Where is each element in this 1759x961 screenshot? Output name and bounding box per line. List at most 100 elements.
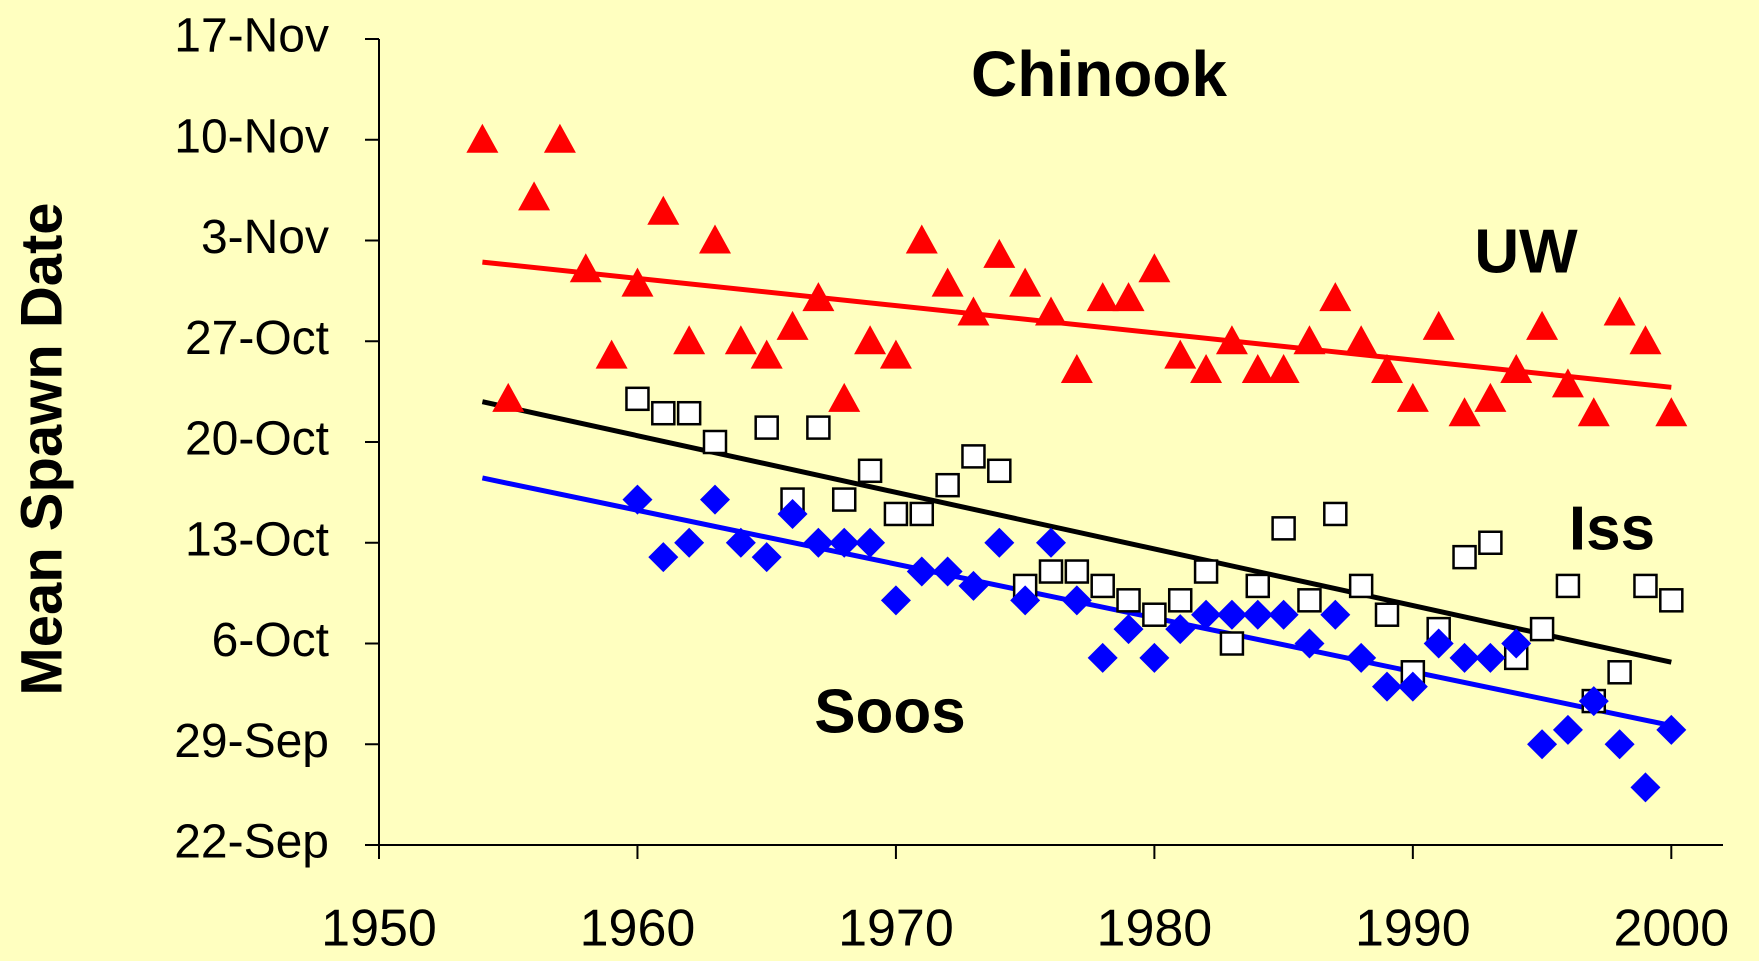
point bbox=[1036, 527, 1066, 558]
point bbox=[1245, 573, 1271, 599]
point bbox=[492, 382, 525, 412]
y-tick-label: 29-Sep bbox=[174, 715, 329, 768]
point bbox=[1374, 602, 1400, 627]
point bbox=[647, 195, 680, 225]
point bbox=[1475, 642, 1506, 673]
point bbox=[879, 339, 912, 369]
point bbox=[466, 123, 499, 153]
point bbox=[1603, 296, 1636, 326]
point bbox=[750, 339, 783, 369]
x-tick-label: 1950 bbox=[321, 900, 437, 958]
point bbox=[906, 556, 937, 587]
y-tick-label: 13-Oct bbox=[185, 513, 329, 566]
point bbox=[518, 181, 551, 211]
point bbox=[1061, 585, 1092, 616]
point bbox=[1293, 325, 1326, 355]
point bbox=[1294, 628, 1325, 659]
point bbox=[754, 415, 779, 440]
trend-line bbox=[482, 259, 1672, 390]
x-tick-label: 1990 bbox=[1355, 900, 1471, 958]
point bbox=[1297, 588, 1322, 613]
point bbox=[1193, 559, 1219, 584]
point bbox=[984, 527, 1015, 558]
point bbox=[1320, 599, 1351, 630]
y-tick-label: 20-Oct bbox=[185, 413, 329, 466]
point bbox=[831, 487, 857, 512]
point bbox=[1448, 397, 1481, 427]
point bbox=[1164, 339, 1197, 369]
point bbox=[1191, 599, 1222, 630]
point bbox=[1422, 310, 1455, 340]
point bbox=[1035, 296, 1067, 326]
point bbox=[1190, 354, 1223, 384]
point bbox=[699, 224, 731, 254]
point bbox=[1165, 614, 1196, 645]
x-tick-label: 1980 bbox=[1097, 900, 1213, 958]
point bbox=[1241, 354, 1274, 384]
point bbox=[1009, 267, 1042, 297]
point bbox=[621, 267, 654, 297]
point bbox=[1449, 642, 1480, 673]
point bbox=[1630, 772, 1661, 803]
point bbox=[1219, 631, 1245, 656]
x-tick-label: 2000 bbox=[1613, 900, 1729, 958]
series-annotation: Soos bbox=[814, 677, 966, 746]
point bbox=[1474, 382, 1507, 412]
point bbox=[1529, 616, 1555, 642]
point bbox=[857, 458, 883, 484]
point bbox=[673, 325, 706, 355]
point bbox=[1167, 588, 1193, 613]
point bbox=[1215, 325, 1248, 355]
point bbox=[961, 444, 986, 469]
point bbox=[806, 415, 831, 440]
point bbox=[1423, 628, 1454, 659]
trend-line bbox=[481, 399, 1672, 665]
point bbox=[543, 123, 576, 153]
point bbox=[957, 296, 990, 326]
point bbox=[905, 224, 938, 254]
point bbox=[1060, 354, 1093, 384]
point bbox=[1629, 325, 1662, 355]
point bbox=[932, 556, 963, 587]
point bbox=[1010, 585, 1041, 616]
point bbox=[1345, 325, 1378, 355]
y-axis-label: Mean Spawn Date bbox=[9, 202, 74, 695]
y-tick-label: 17-Nov bbox=[174, 10, 329, 63]
point bbox=[958, 570, 989, 601]
point bbox=[622, 484, 653, 515]
series-annotation: UW bbox=[1474, 217, 1578, 286]
x-tick-label: 1970 bbox=[838, 900, 954, 958]
point bbox=[1216, 599, 1247, 630]
point bbox=[909, 501, 935, 527]
point bbox=[674, 527, 705, 558]
point bbox=[983, 238, 1016, 268]
point bbox=[1578, 686, 1609, 717]
point bbox=[1552, 714, 1583, 745]
point bbox=[1604, 729, 1635, 760]
series-annotation: Iss bbox=[1569, 494, 1655, 563]
point bbox=[569, 253, 602, 283]
point bbox=[1527, 729, 1558, 760]
y-tick-label: 6-Oct bbox=[212, 614, 329, 667]
point bbox=[676, 400, 702, 426]
point bbox=[1607, 660, 1632, 685]
point bbox=[751, 542, 782, 573]
point bbox=[1242, 599, 1273, 630]
point bbox=[931, 267, 964, 297]
point bbox=[777, 498, 808, 529]
point bbox=[1038, 559, 1064, 584]
point bbox=[1142, 602, 1167, 627]
point bbox=[595, 339, 628, 369]
point bbox=[1271, 516, 1296, 541]
point bbox=[1501, 628, 1532, 659]
point bbox=[935, 472, 960, 498]
y-tick-label: 10-Nov bbox=[174, 110, 329, 163]
point bbox=[1139, 642, 1170, 673]
y-tick-label: 22-Sep bbox=[174, 816, 329, 869]
point bbox=[702, 429, 728, 455]
point bbox=[1064, 559, 1090, 584]
point bbox=[829, 527, 860, 558]
point bbox=[1086, 282, 1119, 312]
point bbox=[1371, 354, 1403, 384]
point bbox=[1346, 642, 1377, 673]
